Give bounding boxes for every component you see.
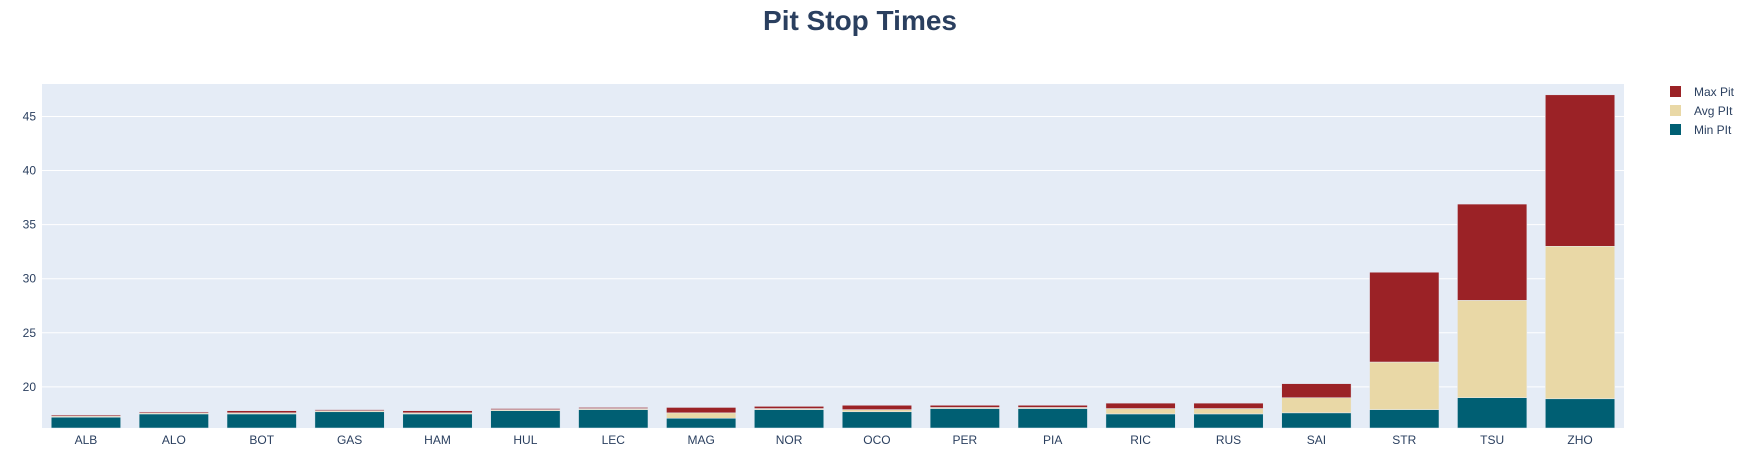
bar-sai-min-pit[interactable] bbox=[1281, 412, 1352, 429]
x-tick-label: NOR bbox=[776, 433, 803, 447]
bar-oco-min-pit[interactable] bbox=[841, 411, 912, 429]
x-tick-label: LEC bbox=[602, 433, 626, 447]
x-tick-label: ALO bbox=[162, 433, 186, 447]
bar-ham-max-pit[interactable] bbox=[402, 410, 473, 414]
bar-alo-min-pit[interactable] bbox=[138, 413, 209, 429]
x-tick-label: PIA bbox=[1043, 433, 1062, 447]
bar-sai-avg-pit[interactable] bbox=[1281, 397, 1352, 414]
x-tick-label: BOT bbox=[249, 433, 274, 447]
bar-hul-min-pit[interactable] bbox=[490, 410, 561, 429]
bars bbox=[50, 94, 1616, 429]
x-tick-label: OCO bbox=[863, 433, 890, 447]
bar-zho-avg-pit[interactable] bbox=[1545, 246, 1616, 400]
bar-alb-max-pit[interactable] bbox=[50, 414, 121, 417]
bar-ham-min-pit[interactable] bbox=[402, 413, 473, 429]
bar-pia-max-pit[interactable] bbox=[1017, 405, 1088, 408]
bar-str-max-pit[interactable] bbox=[1369, 271, 1440, 363]
grid-lines bbox=[42, 115, 1624, 388]
x-tick-label: RIC bbox=[1130, 433, 1151, 447]
bar-tsu-min-pit[interactable] bbox=[1457, 397, 1528, 429]
y-tick-label: 40 bbox=[23, 164, 37, 178]
x-tick-label: HUL bbox=[513, 433, 537, 447]
x-tick-label: ALB bbox=[75, 433, 98, 447]
x-tick-label: SAI bbox=[1307, 433, 1326, 447]
bar-bot-max-pit[interactable] bbox=[226, 410, 297, 414]
bar-alb-min-pit[interactable] bbox=[50, 416, 121, 429]
legend-label[interactable]: Max Pit bbox=[1694, 85, 1735, 99]
bar-ric-avg-pit[interactable] bbox=[1105, 408, 1176, 415]
bar-zho-max-pit[interactable] bbox=[1545, 94, 1616, 247]
bar-lec-max-pit[interactable] bbox=[578, 407, 649, 409]
x-tick-label: MAG bbox=[687, 433, 714, 447]
bar-gas-min-pit[interactable] bbox=[314, 411, 385, 429]
legend[interactable]: Max Pit Avg PIt Min PIt bbox=[1670, 85, 1735, 137]
x-tick-label: RUS bbox=[1216, 433, 1241, 447]
y-tick-label: 35 bbox=[23, 218, 37, 232]
bar-lec-min-pit[interactable] bbox=[578, 409, 649, 429]
bar-oco-avg-pit[interactable] bbox=[841, 409, 912, 413]
bar-per-min-pit[interactable] bbox=[929, 408, 1000, 429]
x-axis: ALB ALO BOT GAS HAM HUL LEC MAG NOR OCO PER PIA RIC R… bbox=[75, 433, 1593, 447]
y-tick-label: 45 bbox=[23, 109, 37, 123]
bar-str-min-pit[interactable] bbox=[1369, 409, 1440, 429]
y-tick-label: 20 bbox=[23, 380, 37, 394]
x-tick-label: ZHO bbox=[1567, 433, 1592, 447]
bar-sai-max-pit[interactable] bbox=[1281, 383, 1352, 398]
x-tick-label: PER bbox=[952, 433, 977, 447]
legend-label[interactable]: Avg PIt bbox=[1694, 104, 1733, 118]
x-tick-label: HAM bbox=[424, 433, 451, 447]
y-axis: 20 25 30 35 40 45 bbox=[23, 109, 37, 393]
chart-title: Pit Stop Times bbox=[763, 5, 957, 36]
bar-gas-max-pit[interactable] bbox=[314, 409, 385, 411]
y-tick-label: 30 bbox=[23, 272, 37, 286]
bar-nor-min-pit[interactable] bbox=[754, 409, 825, 429]
bar-bot-min-pit[interactable] bbox=[226, 413, 297, 429]
bar-pia-min-pit[interactable] bbox=[1017, 408, 1088, 429]
bar-nor-max-pit[interactable] bbox=[754, 406, 825, 409]
x-tick-label: STR bbox=[1392, 433, 1416, 447]
x-tick-label: GAS bbox=[337, 433, 362, 447]
bar-rus-avg-pit[interactable] bbox=[1193, 408, 1264, 415]
y-tick-label: 25 bbox=[23, 326, 37, 340]
x-tick-label: TSU bbox=[1480, 433, 1504, 447]
bar-rus-max-pit[interactable] bbox=[1193, 402, 1264, 409]
bar-ric-max-pit[interactable] bbox=[1105, 402, 1176, 409]
bar-str-avg-pit[interactable] bbox=[1369, 361, 1440, 410]
legend-swatch[interactable] bbox=[1670, 105, 1681, 116]
bar-zho-min-pit[interactable] bbox=[1545, 398, 1616, 429]
legend-label[interactable]: Min PIt bbox=[1694, 123, 1732, 137]
bar-alo-max-pit[interactable] bbox=[138, 411, 209, 414]
bar-tsu-max-pit[interactable] bbox=[1457, 203, 1528, 301]
bar-mag-avg-pit[interactable] bbox=[666, 412, 737, 419]
bar-mag-max-pit[interactable] bbox=[666, 407, 737, 414]
bar-hul-max-pit[interactable] bbox=[490, 408, 561, 410]
bar-per-max-pit[interactable] bbox=[929, 405, 1000, 408]
plot-area bbox=[42, 84, 1624, 428]
bar-tsu-avg-pit[interactable] bbox=[1457, 300, 1528, 398]
bar-oco-max-pit[interactable] bbox=[841, 405, 912, 410]
bar-ric-min-pit[interactable] bbox=[1105, 413, 1176, 429]
legend-swatch[interactable] bbox=[1670, 86, 1681, 97]
legend-swatch[interactable] bbox=[1670, 124, 1681, 135]
bar-rus-min-pit[interactable] bbox=[1193, 413, 1264, 429]
bar-mag-min-pit[interactable] bbox=[666, 418, 737, 429]
